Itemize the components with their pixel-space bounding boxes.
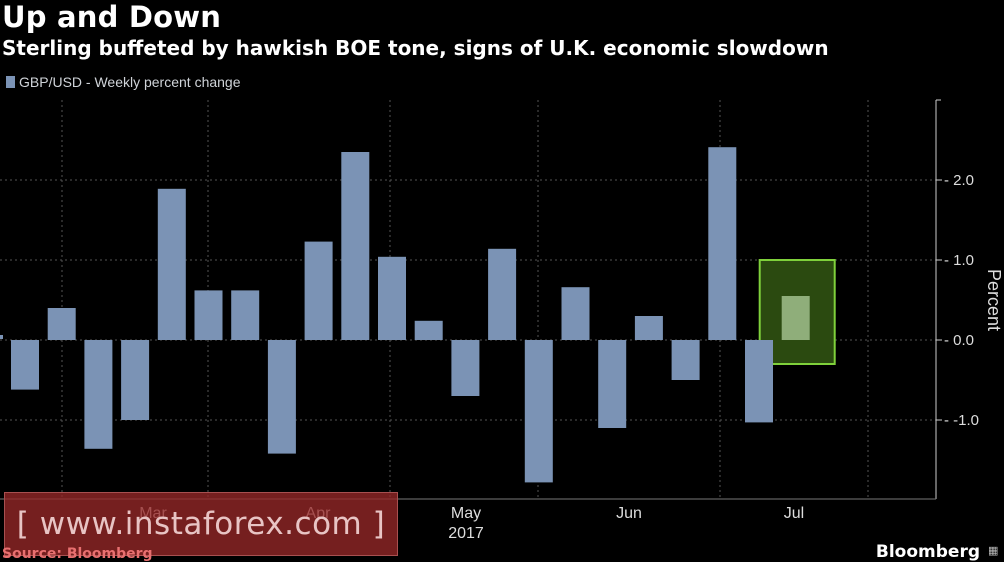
legend-label: GBP/USD - Weekly percent change (19, 74, 241, 90)
bar (157, 188, 186, 340)
chart-title: Up and Down (2, 0, 222, 34)
bloomberg-logo: Bloomberg (875, 542, 980, 562)
x-tick-sublabel: 2017 (448, 525, 484, 542)
expand-icon: ▦ (988, 545, 999, 557)
bar (414, 320, 443, 340)
legend-swatch (6, 76, 15, 88)
bar (231, 290, 260, 340)
bar (341, 152, 370, 340)
bar (598, 340, 627, 428)
bar (781, 296, 810, 340)
bar (11, 340, 39, 390)
legend: GBP/USD - Weekly percent change (6, 74, 241, 90)
bar (488, 248, 517, 340)
y-tick-label: - 2.0 (944, 172, 974, 189)
left-zero-marker (0, 335, 3, 339)
y-tick-label: - -1.0 (944, 412, 979, 429)
bar (561, 287, 590, 340)
bar (708, 147, 737, 340)
bar (671, 340, 700, 380)
y-axis-title: Percent (984, 269, 1004, 331)
bar (121, 340, 150, 420)
y-tick-label: - 0.0 (944, 332, 974, 349)
bar (378, 256, 406, 340)
x-tick-label: Jul (784, 505, 804, 522)
x-tick-label: Jun (616, 505, 642, 522)
chart-subtitle: Sterling buffeted by hawkish BOE tone, s… (2, 36, 829, 60)
watermark-banner[interactable]: [ www.instaforex.com ] (4, 492, 398, 556)
bar (634, 316, 663, 340)
bar (267, 340, 296, 454)
y-tick-label: - 1.0 (944, 252, 974, 269)
bar (84, 340, 113, 449)
bar (745, 340, 773, 423)
x-tick-label: May (451, 505, 481, 522)
bar (194, 290, 223, 340)
source-label: Source: Bloomberg (2, 546, 153, 562)
bar (304, 241, 333, 340)
bar (451, 340, 480, 396)
bar (524, 340, 553, 483)
bar (47, 308, 76, 340)
